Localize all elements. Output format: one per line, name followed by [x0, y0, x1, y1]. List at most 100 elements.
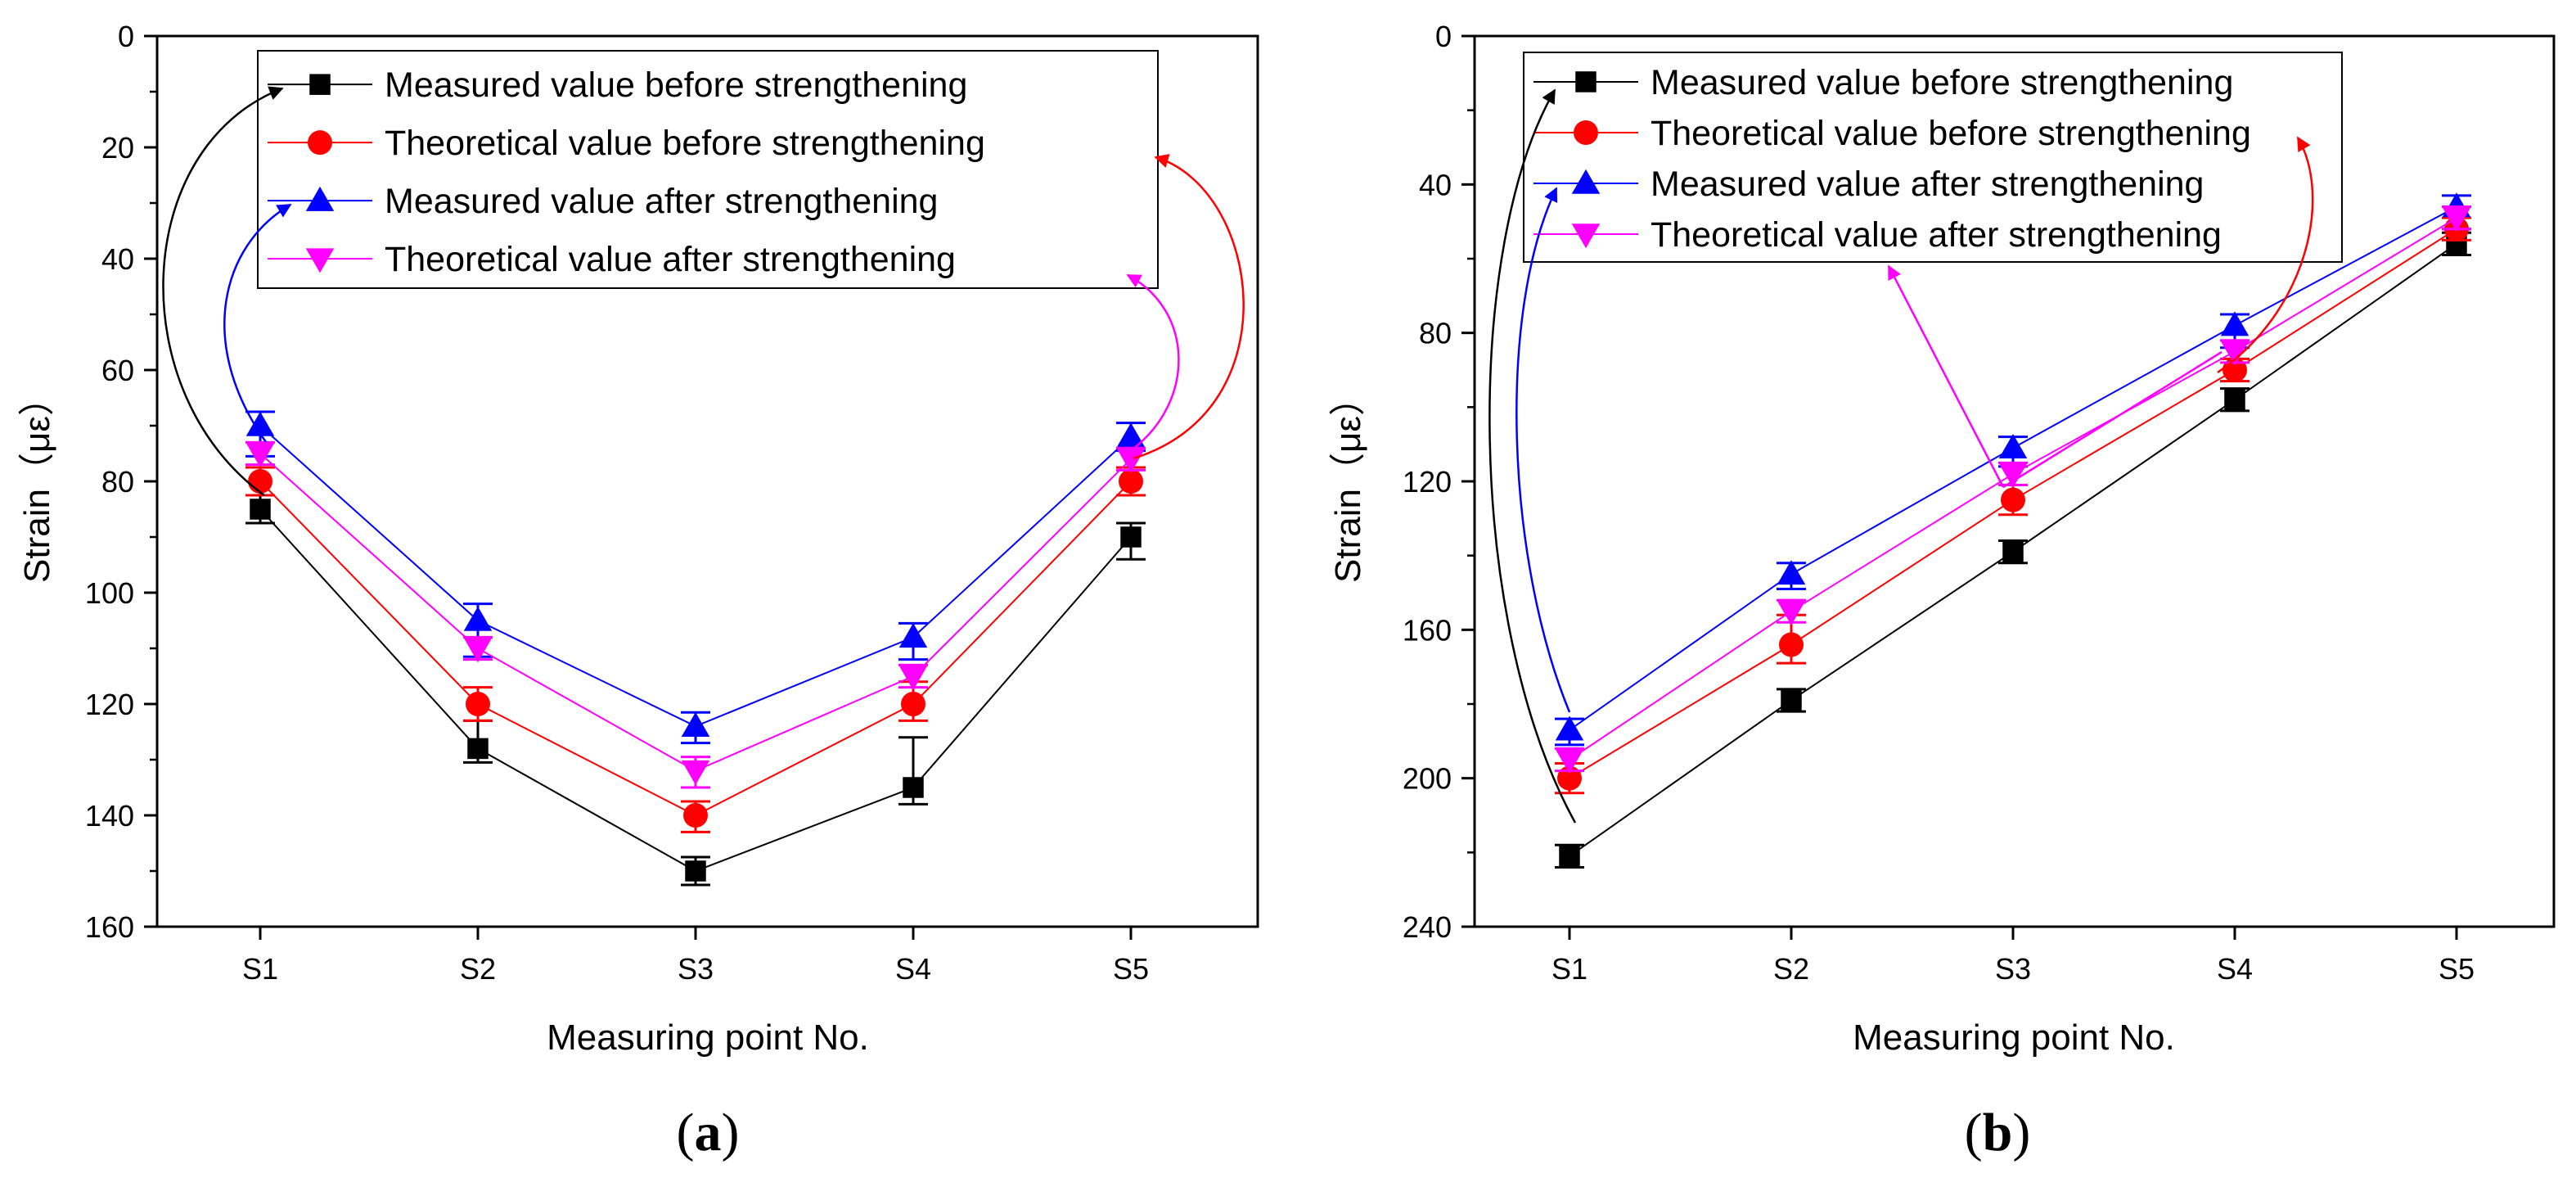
data-point	[1779, 632, 1804, 657]
x-tick-label: S5	[2439, 952, 2475, 986]
legend-label: Measured value after strengthening	[385, 182, 938, 221]
y-tick-label: 200	[1403, 762, 1452, 796]
annotation-arrow-magenta	[1126, 273, 1180, 449]
panel-label-open: (	[677, 1103, 695, 1162]
annotation-arrows	[162, 86, 1245, 497]
x-axis-title: Measuring point No.	[1853, 1018, 2175, 1058]
annotation-arrow-red	[2217, 136, 2314, 374]
y-tick-label: 140	[85, 799, 134, 833]
data-point	[898, 666, 928, 691]
data-point	[245, 411, 275, 436]
panel-label-close: )	[722, 1103, 740, 1162]
annotation-arrow-black	[1488, 88, 1577, 824]
annotation-arrow-red	[1133, 154, 1245, 460]
legend-box	[1523, 52, 2343, 263]
data-point	[463, 638, 493, 663]
panel-label: (b)	[1965, 1103, 2031, 1162]
legend-swatch-marker	[1574, 120, 1598, 145]
data-point	[685, 860, 706, 882]
legend-swatch-marker	[309, 74, 331, 95]
data-point	[898, 623, 928, 648]
data-point	[1557, 765, 1582, 791]
series-lines	[245, 410, 1146, 887]
series-4	[1555, 205, 2471, 774]
legend-item: Theoretical value before strengthening	[1533, 114, 2251, 153]
panel-label-open: (	[1965, 1103, 1983, 1162]
data-point	[2224, 389, 2245, 411]
legend-swatch-marker	[305, 186, 335, 211]
panel-label-close: )	[2012, 1103, 2030, 1162]
legend-label: Theoretical value after strengthening	[1651, 215, 2222, 255]
series-3	[245, 410, 1146, 745]
y-tick-label: 0	[1435, 20, 1452, 53]
data-point	[1998, 463, 2028, 489]
annotation-arrow-magenta-a	[1887, 264, 2005, 488]
data-point	[681, 711, 710, 737]
chart-panel-a: 0 20 40 60 80 100 120 140 160 S1 S2 S3 S4 S5 Strain（…	[17, 20, 1259, 1162]
legend-item: Theoretical value after strengthening	[1533, 215, 2222, 255]
data-point	[1555, 749, 1584, 774]
y-tick-label: 160	[85, 910, 134, 944]
legend-item: Theoretical value before strengthening	[268, 124, 985, 163]
legend-swatch-marker	[308, 130, 332, 156]
y-tick-label: 120	[85, 688, 134, 721]
legend-label: Measured value before strengthening	[385, 65, 967, 105]
data-point	[466, 692, 490, 716]
data-point	[1777, 600, 1806, 625]
panel-label-letter: b	[1983, 1103, 2013, 1162]
data-point	[1120, 526, 1142, 548]
data-point	[681, 760, 710, 785]
series-1	[1555, 231, 2471, 869]
legend-item: Measured value before strengthening	[1533, 63, 2233, 102]
y-tick-label: 80	[1419, 317, 1452, 350]
x-tick-label: S2	[460, 952, 496, 986]
x-axis-title: Measuring point No.	[547, 1018, 869, 1058]
data-point	[1116, 449, 1146, 474]
data-point	[901, 692, 925, 716]
legend-item: Measured value before strengthening	[268, 65, 967, 105]
legend-swatch-marker	[1571, 169, 1601, 194]
series-2	[245, 466, 1146, 833]
y-tick-label: 40	[101, 242, 134, 276]
legend: Measured value before strengthening Theor…	[257, 50, 1159, 289]
y-axis-title: Strain（με）	[17, 380, 57, 583]
legend-item: Theoretical value after strengthening	[268, 240, 956, 279]
data-point	[2002, 541, 2024, 562]
annotation-arrow-black	[162, 86, 284, 497]
data-point	[463, 606, 493, 631]
x-tick-label: S5	[1113, 952, 1149, 986]
data-point	[1559, 846, 1580, 867]
legend-swatch-marker	[1575, 71, 1596, 93]
annotation-arrow-blue	[223, 203, 292, 443]
legend-item: Measured value after strengthening	[1533, 165, 2204, 204]
data-point	[1119, 469, 1143, 494]
data-point	[2442, 207, 2471, 232]
x-axis-ticks: S1 S2 S3 S4 S5	[1551, 927, 2475, 986]
y-tick-label: 240	[1403, 910, 1452, 944]
data-point	[467, 738, 489, 760]
series-1	[245, 494, 1146, 887]
y-tick-label: 40	[1419, 168, 1452, 201]
legend: Measured value before strengthening Theor…	[1523, 52, 2343, 263]
annotation-arrow-blue	[1515, 187, 1571, 713]
data-point	[2001, 487, 2025, 512]
y-tick-label: 20	[101, 131, 134, 165]
data-point	[248, 469, 272, 494]
x-axis-ticks: S1 S2 S3 S4 S5	[242, 927, 1149, 986]
legend-label: Measured value after strengthening	[1651, 165, 2204, 204]
x-tick-label: S4	[2217, 952, 2253, 986]
data-point	[1781, 689, 1802, 711]
y-axis-ticks: 0 40 80 120 160 200 240	[1403, 20, 1475, 944]
data-point	[903, 777, 924, 798]
legend-label: Theoretical value after strengthening	[385, 240, 956, 279]
annotation-arrows	[1488, 88, 2314, 824]
data-point	[2220, 311, 2249, 336]
series-4	[245, 440, 1146, 789]
data-point	[683, 803, 708, 828]
y-axis-ticks: 0 20 40 60 80 100 120 140 160	[85, 20, 157, 944]
y-tick-label: 0	[118, 20, 134, 53]
data-point	[1555, 715, 1584, 741]
legend-label: Theoretical value before strengthening	[1651, 114, 2251, 153]
